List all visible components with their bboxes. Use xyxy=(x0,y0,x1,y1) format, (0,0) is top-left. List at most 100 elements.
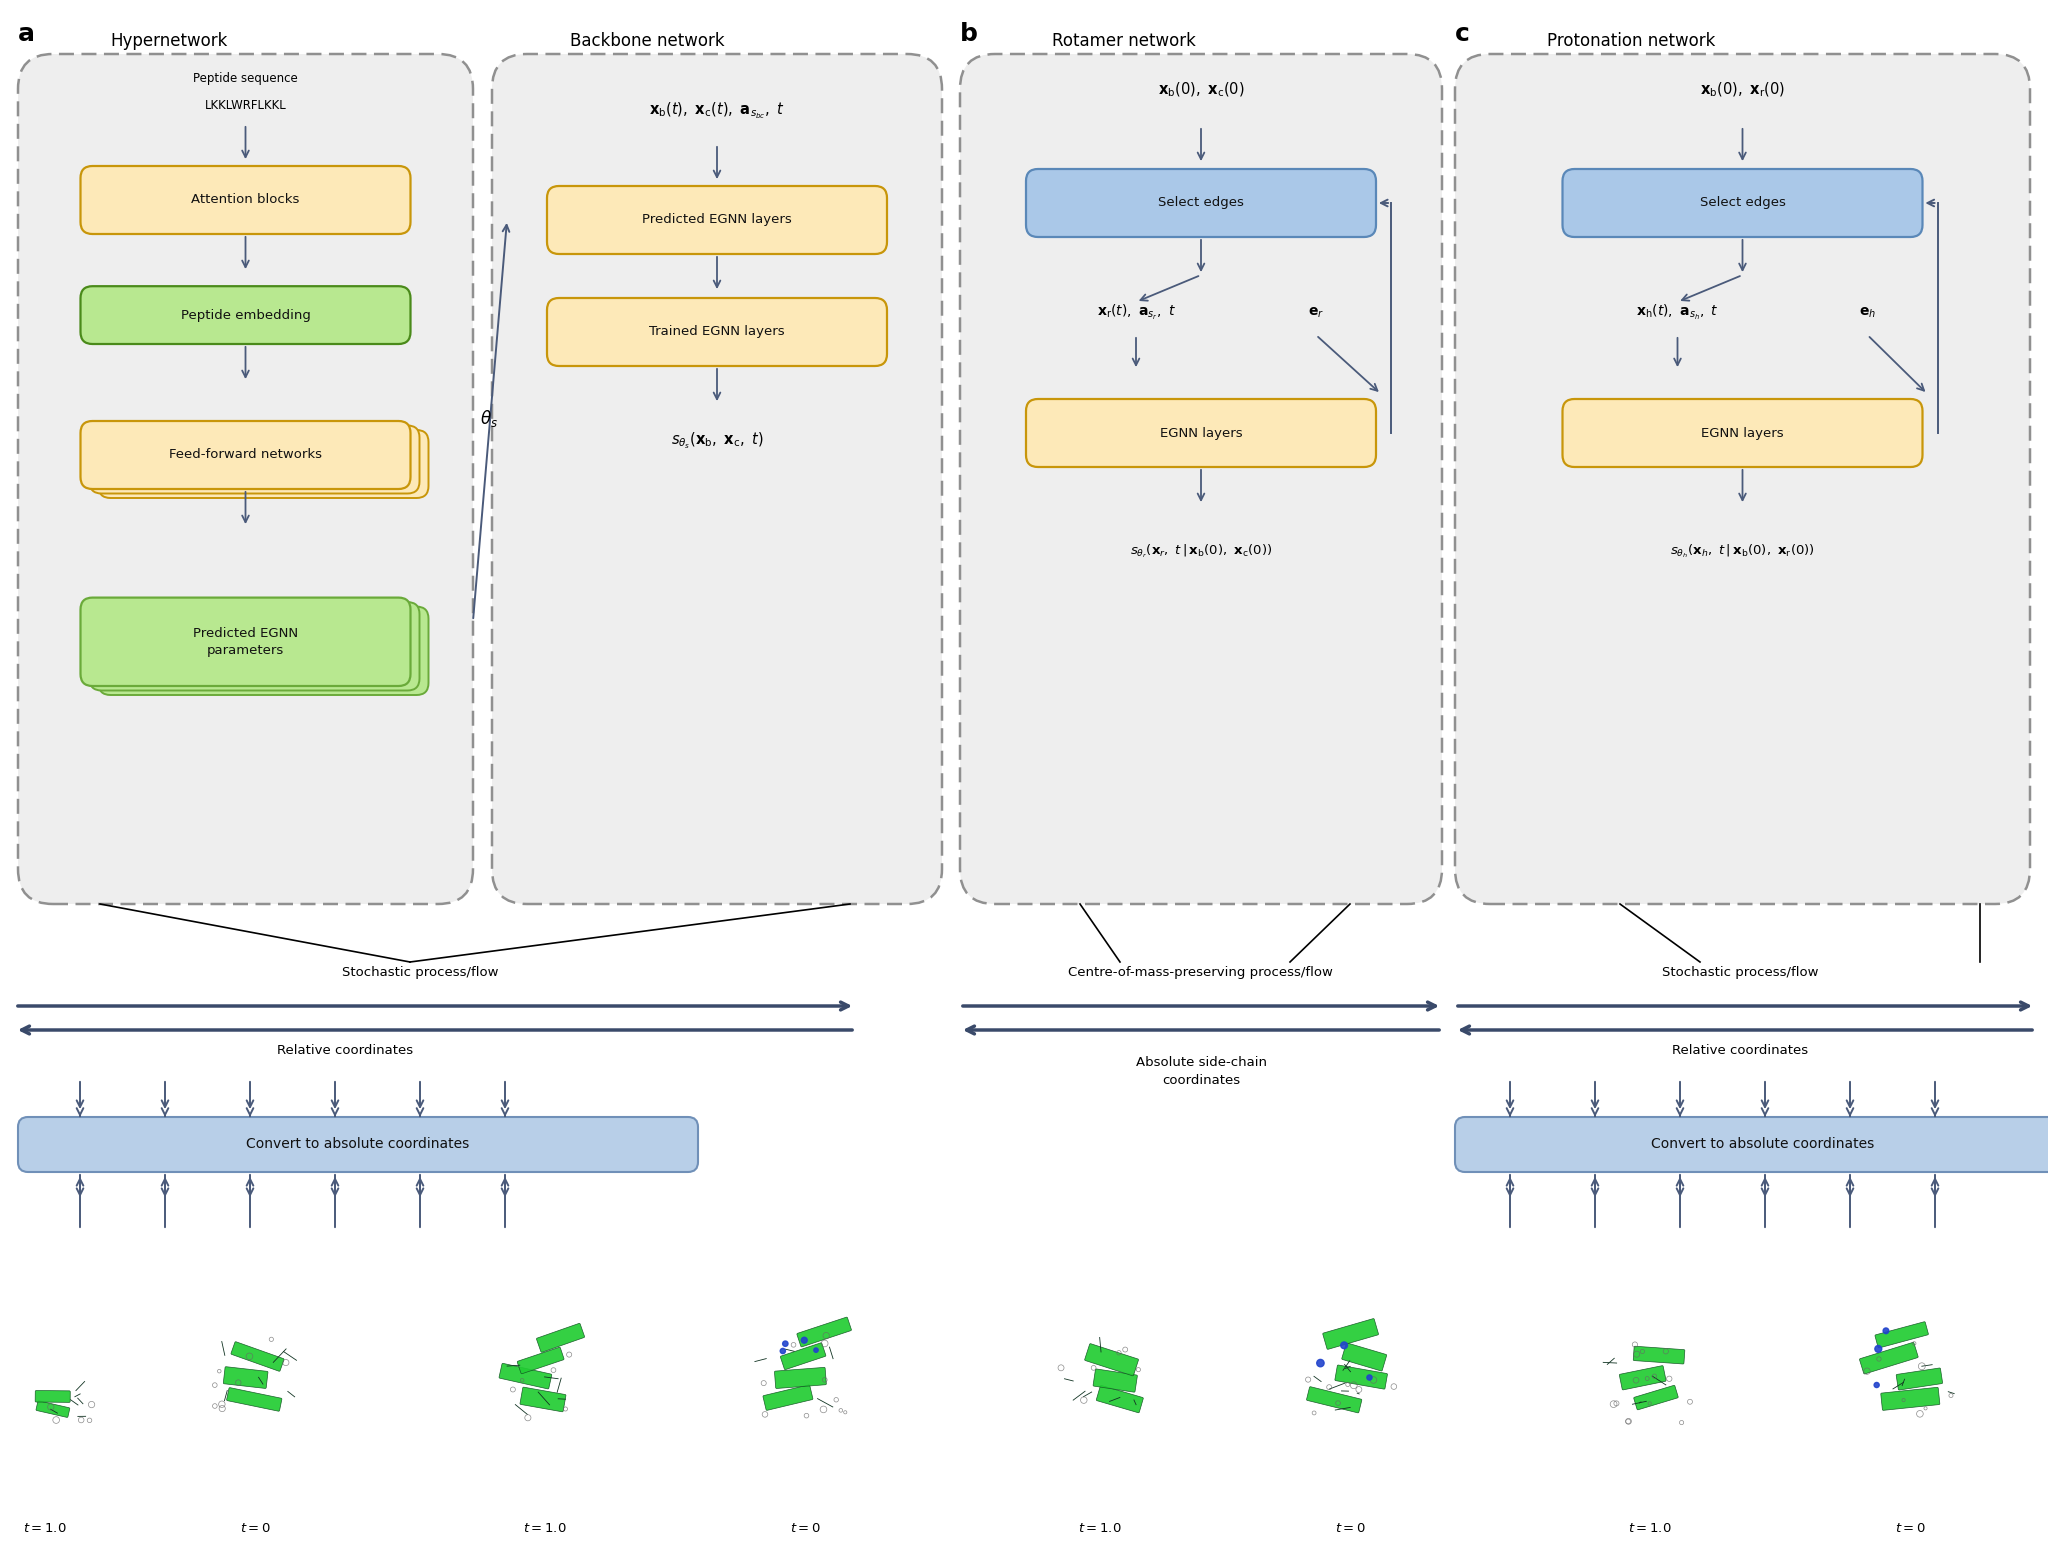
Point xyxy=(1862,1337,1894,1362)
Text: $t = 1.0$: $t = 1.0$ xyxy=(1628,1522,1671,1535)
Point xyxy=(1860,1373,1892,1397)
Point xyxy=(1292,1368,1325,1393)
FancyBboxPatch shape xyxy=(1632,1346,1686,1363)
Text: $\mathbf{e}_r$: $\mathbf{e}_r$ xyxy=(1309,306,1325,321)
FancyBboxPatch shape xyxy=(1323,1319,1378,1349)
FancyBboxPatch shape xyxy=(1880,1388,1939,1410)
Text: Backbone network: Backbone network xyxy=(569,32,725,49)
Text: b: b xyxy=(961,22,977,46)
Text: $\mathbf{x}_\mathrm{b}(t),\ \mathbf{x}_\mathrm{c}(t),\ \mathbf{a}_{s_{bc}},\ t$: $\mathbf{x}_\mathrm{b}(t),\ \mathbf{x}_\… xyxy=(649,100,784,120)
Point xyxy=(74,1408,106,1433)
Point xyxy=(1612,1410,1645,1434)
Text: Rotamer network: Rotamer network xyxy=(1053,32,1196,49)
Point xyxy=(829,1400,862,1425)
Text: $s_{\theta_h}(\mathbf{x}_h,\ t\,|\,\mathbf{x}_\mathrm{b}(0),\ \mathbf{x}_\mathrm: $s_{\theta_h}(\mathbf{x}_h,\ t\,|\,\math… xyxy=(1669,542,1815,559)
Point xyxy=(809,1331,842,1356)
Point xyxy=(750,1402,782,1427)
Text: Predicted EGNN layers: Predicted EGNN layers xyxy=(643,213,793,227)
FancyBboxPatch shape xyxy=(1860,1342,1919,1374)
FancyBboxPatch shape xyxy=(80,598,410,686)
Point xyxy=(203,1359,236,1383)
Point xyxy=(1102,1340,1135,1365)
Point xyxy=(1313,1374,1346,1399)
Point xyxy=(207,1396,240,1420)
Text: parameters: parameters xyxy=(207,644,285,656)
FancyBboxPatch shape xyxy=(774,1368,825,1388)
Point xyxy=(254,1326,287,1351)
FancyBboxPatch shape xyxy=(18,1116,698,1172)
Point xyxy=(233,1343,266,1368)
FancyBboxPatch shape xyxy=(1341,1343,1386,1371)
Point xyxy=(205,1391,238,1416)
Point xyxy=(553,1342,586,1366)
Point xyxy=(1638,1363,1671,1388)
Point xyxy=(1321,1391,1354,1416)
Text: $\theta_s$: $\theta_s$ xyxy=(479,408,498,429)
Point xyxy=(512,1405,545,1430)
FancyBboxPatch shape xyxy=(1085,1343,1139,1376)
Point xyxy=(1305,1351,1337,1376)
FancyBboxPatch shape xyxy=(797,1317,852,1346)
FancyBboxPatch shape xyxy=(90,602,420,690)
FancyBboxPatch shape xyxy=(1307,1387,1362,1413)
Point xyxy=(1673,1390,1706,1414)
Point xyxy=(766,1339,799,1363)
Point xyxy=(270,1349,303,1374)
Point xyxy=(1886,1388,1919,1413)
Point xyxy=(1077,1356,1110,1380)
Text: Convert to absolute coordinates: Convert to absolute coordinates xyxy=(246,1138,469,1152)
Point xyxy=(819,1388,852,1413)
FancyBboxPatch shape xyxy=(98,429,428,499)
Text: EGNN layers: EGNN layers xyxy=(1159,426,1243,440)
Point xyxy=(1599,1391,1632,1416)
Point xyxy=(537,1357,569,1382)
Point xyxy=(1665,1410,1698,1434)
Point xyxy=(1649,1339,1681,1363)
Text: $t = 0$: $t = 0$ xyxy=(240,1522,270,1535)
FancyBboxPatch shape xyxy=(500,1363,551,1390)
Point xyxy=(1634,1391,1667,1416)
Point xyxy=(1358,1368,1391,1393)
FancyBboxPatch shape xyxy=(1454,1116,2048,1172)
Text: Predicted EGNN: Predicted EGNN xyxy=(193,627,299,639)
Text: $t = 0$: $t = 0$ xyxy=(1335,1522,1366,1535)
FancyBboxPatch shape xyxy=(1896,1368,1944,1390)
Point xyxy=(39,1408,72,1433)
FancyBboxPatch shape xyxy=(537,1323,584,1353)
Point xyxy=(1935,1383,1968,1408)
FancyBboxPatch shape xyxy=(1634,1385,1677,1410)
Text: Stochastic process/flow: Stochastic process/flow xyxy=(1661,967,1819,979)
Point xyxy=(807,1397,840,1422)
FancyBboxPatch shape xyxy=(764,1385,813,1410)
FancyBboxPatch shape xyxy=(780,1343,825,1370)
FancyBboxPatch shape xyxy=(492,54,942,903)
Text: Centre-of-mass-preserving process/flow: Centre-of-mass-preserving process/flow xyxy=(1067,967,1333,979)
Text: Hypernetwork: Hypernetwork xyxy=(111,32,227,49)
Point xyxy=(1612,1410,1645,1434)
FancyBboxPatch shape xyxy=(1454,54,2030,903)
Text: $t = 1.0$: $t = 1.0$ xyxy=(522,1522,567,1535)
FancyBboxPatch shape xyxy=(35,1391,70,1402)
Point xyxy=(221,1370,254,1394)
Point xyxy=(1378,1374,1411,1399)
FancyBboxPatch shape xyxy=(1563,398,1923,466)
Text: $\mathbf{x}_\mathrm{b}(0),\ \mathbf{x}_\mathrm{r}(0)$: $\mathbf{x}_\mathrm{b}(0),\ \mathbf{x}_\… xyxy=(1700,80,1786,99)
FancyBboxPatch shape xyxy=(227,1388,283,1411)
Text: Absolute side-chain
coordinates: Absolute side-chain coordinates xyxy=(1135,1056,1266,1087)
Point xyxy=(1620,1342,1653,1366)
FancyBboxPatch shape xyxy=(1096,1385,1143,1413)
Point xyxy=(1903,1402,1935,1427)
Text: Convert to absolute coordinates: Convert to absolute coordinates xyxy=(1651,1138,1874,1152)
FancyBboxPatch shape xyxy=(547,185,887,255)
Point xyxy=(1870,1319,1903,1343)
Point xyxy=(788,1328,821,1353)
FancyBboxPatch shape xyxy=(1563,168,1923,236)
Point xyxy=(1331,1373,1364,1397)
Point xyxy=(1337,1373,1370,1397)
FancyBboxPatch shape xyxy=(223,1366,268,1388)
Text: $t = 1.0$: $t = 1.0$ xyxy=(23,1522,68,1535)
Text: $t = 0$: $t = 0$ xyxy=(1894,1522,1925,1535)
FancyBboxPatch shape xyxy=(1094,1370,1137,1393)
Point xyxy=(506,1368,539,1393)
Point xyxy=(1898,1331,1931,1356)
